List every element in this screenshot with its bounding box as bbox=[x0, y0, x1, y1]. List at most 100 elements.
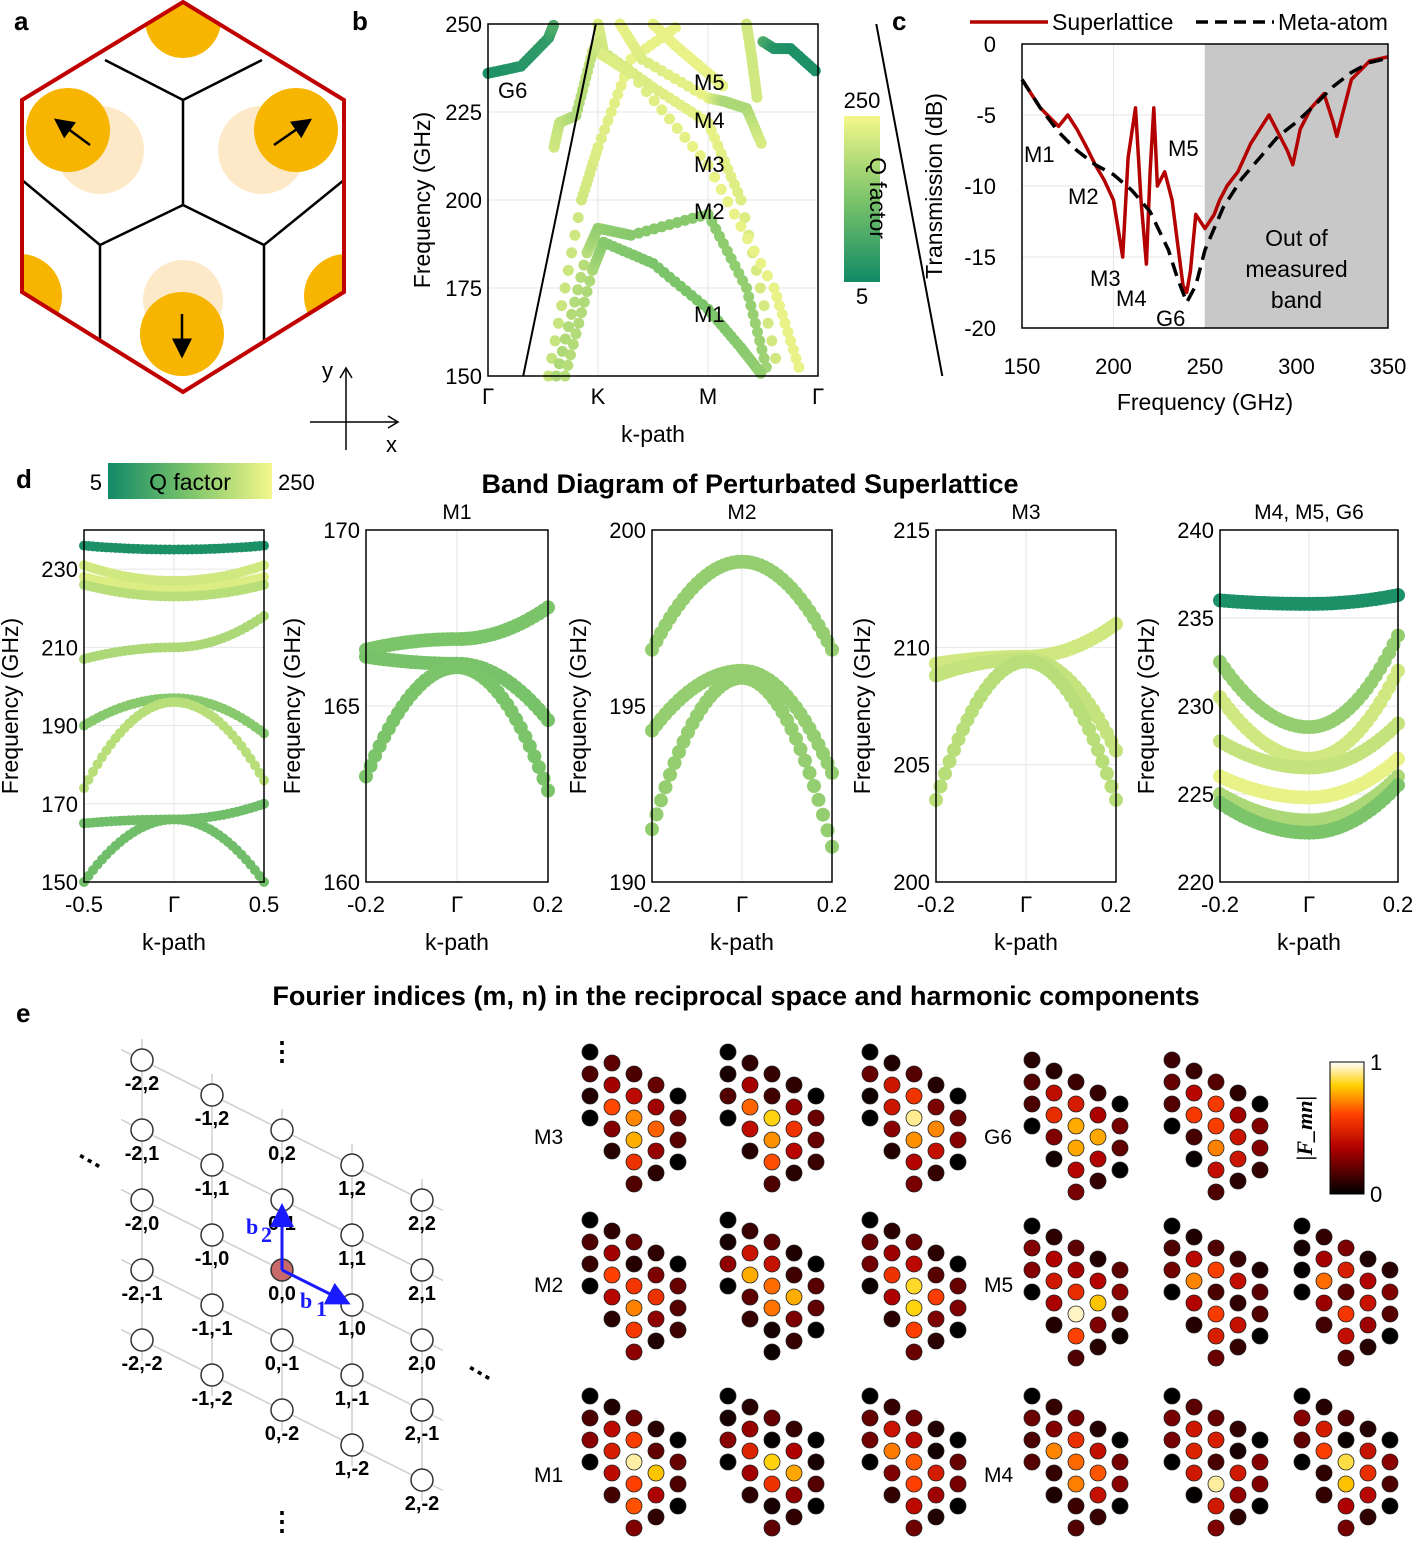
band-b-5-pt bbox=[755, 257, 767, 269]
harmonic-cell bbox=[1023, 1051, 1041, 1069]
row-label-left-2: M1 bbox=[534, 1464, 563, 1487]
ytick-b-4: 250 bbox=[445, 12, 482, 37]
harmonic-cell bbox=[883, 1142, 901, 1160]
xlabel-d-3: k-path bbox=[994, 929, 1058, 955]
harmonic-cell bbox=[1067, 1431, 1085, 1449]
xtick-d-2-0: -0.2 bbox=[633, 892, 671, 917]
harmonic-cell bbox=[719, 1211, 737, 1229]
harmonic-cell bbox=[669, 1255, 687, 1273]
harmonic-cell bbox=[1381, 1475, 1399, 1493]
band-d-0-6-pt bbox=[250, 760, 260, 771]
band-b-3-pt bbox=[739, 212, 751, 224]
harmonic-cell bbox=[1163, 1283, 1181, 1301]
band-b-5-pt bbox=[771, 291, 783, 303]
harmonic-cell bbox=[905, 1431, 923, 1449]
harmonic-cell bbox=[1185, 1398, 1203, 1416]
band-d-2-2-pt bbox=[663, 767, 677, 782]
harmonic-cell bbox=[763, 1519, 781, 1537]
harmonic-cell bbox=[1185, 1486, 1203, 1504]
lattice-node--1,-1 bbox=[200, 1293, 224, 1317]
band-b-0-pt bbox=[549, 335, 561, 347]
harmonic-cell bbox=[1251, 1453, 1269, 1471]
harmonic-cell bbox=[1315, 1250, 1333, 1268]
harmonic-cell bbox=[1111, 1305, 1129, 1323]
xlabel-d-1: k-path bbox=[425, 929, 489, 955]
harmonic-cell bbox=[625, 1299, 643, 1317]
harmonic-cell bbox=[625, 1409, 643, 1427]
harmonic-cell bbox=[1067, 1117, 1085, 1135]
harmonic-cell bbox=[581, 1409, 599, 1427]
harmonic-cell bbox=[905, 1233, 923, 1251]
harmonic-map-L8 bbox=[861, 1387, 967, 1537]
harmonic-cell bbox=[1067, 1519, 1085, 1537]
harmonic-cell bbox=[669, 1109, 687, 1127]
harmonic-cell bbox=[1045, 1062, 1063, 1080]
harmonic-cell bbox=[625, 1087, 643, 1105]
harmonic-cell bbox=[905, 1087, 923, 1105]
harmonic-cell bbox=[763, 1175, 781, 1193]
vector-b1-arrow bbox=[281, 1268, 351, 1305]
mode-label-M5: M5 bbox=[694, 70, 725, 95]
harmonic-cell bbox=[1023, 1117, 1041, 1135]
band-d-2-2-pt bbox=[816, 807, 830, 822]
harmonic-cell bbox=[785, 1164, 803, 1182]
harmonic-cell bbox=[741, 1288, 759, 1306]
harmonic-cell bbox=[949, 1255, 967, 1273]
harmonic-cell bbox=[647, 1142, 665, 1160]
title-e: Fourier indices (m, n) in the reciprocal… bbox=[272, 981, 1199, 1011]
axes-frame-d-0 bbox=[83, 529, 265, 883]
harmonic-cell bbox=[883, 1098, 901, 1116]
lattice-label-19: 2,-1 bbox=[405, 1423, 439, 1445]
harmonic-cell bbox=[1315, 1464, 1333, 1482]
harmonic-cell bbox=[1089, 1128, 1107, 1146]
band-b-5-pt bbox=[735, 220, 747, 232]
axis-y-label: y bbox=[322, 358, 333, 383]
harmonic-cell bbox=[1089, 1272, 1107, 1290]
band-b-6-pt bbox=[592, 37, 603, 49]
harmonic-cell bbox=[1381, 1327, 1399, 1345]
harmonic-cell bbox=[1089, 1150, 1107, 1168]
xtick-c-3: 300 bbox=[1278, 354, 1315, 379]
harmonic-cell bbox=[1089, 1338, 1107, 1356]
harmonic-cell bbox=[949, 1497, 967, 1515]
band-b-0-pt bbox=[569, 229, 581, 241]
harmonic-cell bbox=[927, 1310, 945, 1328]
harmonic-cell bbox=[785, 1310, 803, 1328]
harmonic-cell bbox=[1229, 1486, 1247, 1504]
band-b-0-pt bbox=[566, 247, 578, 259]
harmonic-cell bbox=[1045, 1294, 1063, 1312]
harmonic-cell bbox=[1067, 1453, 1085, 1471]
harmonic-cell bbox=[949, 1475, 967, 1493]
harmonic-cell bbox=[647, 1076, 665, 1094]
colorbar-d-min: 5 bbox=[90, 470, 102, 495]
harmonic-cell bbox=[1251, 1261, 1269, 1279]
harmonic-cell bbox=[1045, 1150, 1063, 1168]
harmonic-cell bbox=[1229, 1172, 1247, 1190]
harmonic-cell bbox=[1337, 1239, 1355, 1257]
ytick-d-1-1: 165 bbox=[323, 694, 360, 719]
harmonic-cell bbox=[1251, 1475, 1269, 1493]
mode-label-M4: M4 bbox=[694, 108, 725, 133]
ytick-d-0-1: 170 bbox=[41, 792, 78, 817]
band-b-3-pt bbox=[762, 317, 774, 329]
axes-frame-d-3 bbox=[935, 529, 1117, 883]
band-b-1-pt bbox=[752, 326, 763, 338]
band-d-2-2-pt bbox=[658, 780, 673, 795]
band-d-2-2-pt bbox=[820, 823, 835, 838]
harmonic-cell bbox=[581, 1065, 599, 1083]
harmonic-cell bbox=[625, 1153, 643, 1171]
harmonic-cell bbox=[1185, 1106, 1203, 1124]
lattice-label-15: -2,-1 bbox=[121, 1283, 162, 1305]
harmonic-cell bbox=[603, 1244, 621, 1262]
harmonic-cell bbox=[807, 1087, 825, 1105]
harmonic-cell bbox=[883, 1442, 901, 1460]
harmonic-cell bbox=[1293, 1217, 1311, 1235]
harmonic-cell bbox=[581, 1109, 599, 1127]
lattice-label-13: 1,0 bbox=[338, 1318, 366, 1340]
harmonic-cell bbox=[949, 1131, 967, 1149]
harmonic-cell bbox=[763, 1299, 781, 1317]
mode-label-c-M3: M3 bbox=[1090, 266, 1121, 291]
harmonic-map-L3 bbox=[581, 1211, 687, 1361]
panel-label-c: c bbox=[892, 6, 906, 36]
xtick-d-3-0: -0.2 bbox=[917, 892, 955, 917]
